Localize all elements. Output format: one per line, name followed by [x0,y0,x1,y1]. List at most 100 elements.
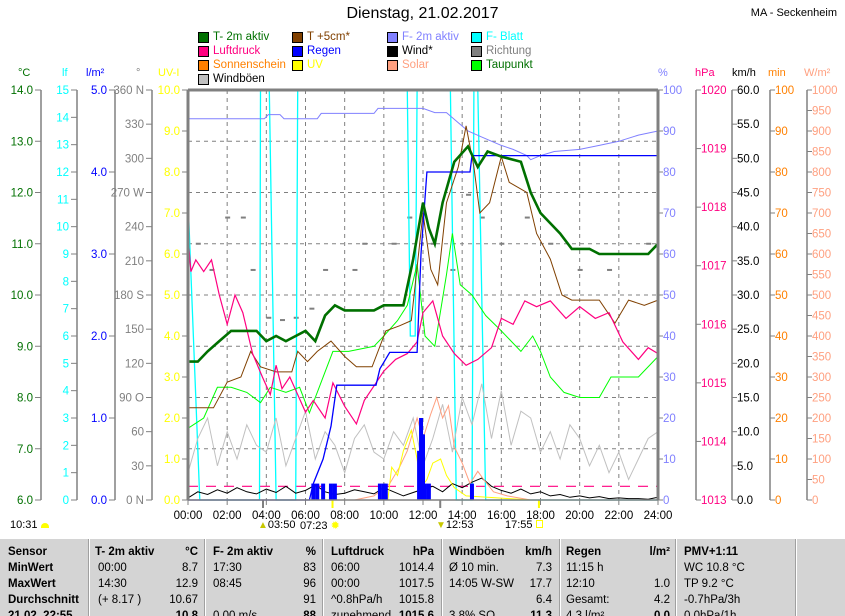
series-t-5cm- [188,125,659,409]
axis-solar-tick-label: 50 [812,475,825,487]
wind-direction-mark [407,216,413,219]
table-cell: WC 10.8 °C [684,562,745,574]
axis-leaf-tick-label: 10 [56,222,69,234]
legend-label: Wind* [402,45,433,57]
axis-uv-tick-label: 6.0 [164,249,180,261]
wind-direction-mark [266,316,272,319]
axis-temp-tick-label: 9.0 [17,341,33,353]
legend-label: Taupunkt [486,59,533,71]
axis-hum-tick-label: 70 [663,208,676,220]
axis-dir-tick-label: 150 [125,324,144,336]
series-regen [188,154,658,501]
axis-sunmin-tick-label: 60 [775,249,788,261]
wind-direction-mark [362,242,368,245]
legend-item: Luftdruck [198,45,260,57]
axis-leaf-tick-label: 11 [57,194,69,206]
wind-direction-mark [195,242,201,245]
axis-solar-tick-label: 100 [812,454,831,466]
legend-swatch [198,45,209,57]
axis-leaf-tick-label: 0 [63,495,69,507]
table-cell: 4.2 [654,594,670,606]
axis-rain-tick-label: 5.0 [91,85,107,97]
axis-dir-tick-label: 300 [125,153,144,165]
axis-dir-tick-label: 120 [125,358,144,370]
axis-uv-tick-label: 3.0 [164,372,180,384]
table-cell: 21.02. 22:55 [8,610,73,616]
axis-unit-wind: km/h [732,67,756,79]
axis-dir-tick-label: 240 [125,222,144,234]
axis-unit-solar: W/m² [804,67,831,79]
axis-sunmin-tick-label: 40 [775,331,788,343]
table-cell: km/h [525,546,552,558]
axis-solar-tick-label: 950 [812,106,831,118]
table-cell: 00:00 [331,578,360,590]
axis-temp-tick-label: 13.0 [11,136,33,148]
axis-hum-tick-label: 100 [663,85,682,97]
axis-leaf-tick-label: 9 [63,249,69,261]
table-cell: 00:00 [98,562,127,574]
legend-swatch [471,45,482,57]
axis-wind-tick-label: 20.0 [737,358,759,370]
table-cell: 83 [303,562,316,574]
legend-swatch [198,73,209,85]
rain-bar [321,483,326,500]
table-cell: 88 [303,610,316,616]
table-cell: 08:45 [213,578,242,590]
axis-temp-tick-label: 6.0 [17,495,33,507]
table-column-separator [204,539,206,616]
x-tick-label: 18:00 [526,510,555,522]
table-column-separator [441,539,443,616]
table-cell: 0.00 m/s [213,610,258,616]
axis-press-tick-label: 1019 [701,144,727,156]
moonset-time: 12:53 [445,519,474,531]
legend-item: Richtung [471,45,531,57]
wind-direction-mark [607,268,613,271]
axis-leaf-tick-label: 15 [56,85,69,97]
axis-press-tick-label: 1017 [701,261,727,273]
table-cell: (+ 8.17 ) [98,594,142,606]
table-cell: 4.3 l/m² [566,610,605,616]
wind-direction-mark [524,216,530,219]
axis-rain-tick-label: 4.0 [91,167,107,179]
sunset-time: 17:55 [505,519,533,531]
table-cell: Sensor [8,546,47,558]
table-cell: zunehmend [331,610,392,616]
table-cell: TP 9.2 °C [684,578,734,590]
axis-unit-rain: l/m² [86,67,105,79]
wind-direction-mark [352,268,358,271]
page-title: Dienstag, 21.02.2017 [346,5,499,22]
table-column-separator [322,539,324,616]
legend-swatch [387,31,398,43]
table-cell: 91 [303,594,316,606]
axis-leaf-tick-label: 1 [63,468,69,480]
axis-hum-tick-label: 10 [663,454,676,466]
axis-unit-press: hPa [695,67,715,79]
table-cell: 14:30 [98,578,127,590]
axis-solar-tick-label: 800 [812,167,831,179]
axis-press-tick-label: 1015 [701,378,727,390]
rain-bar [383,483,388,500]
legend-swatch [292,31,303,43]
axis-solar-tick-label: 600 [812,249,831,261]
axis-press-tick-label: 1013 [701,495,727,507]
table-cell: Regen [566,546,602,558]
rain-bar [421,434,425,500]
axis-uv-tick-label: 9.0 [164,126,180,138]
axis-hum-tick-label: 30 [663,372,676,384]
axis-dir-tick-label: 360 N [113,85,144,97]
weather-chart: 6.07.08.09.010.011.012.013.014.001234567… [11,85,838,522]
legend-item: F- 2m aktiv [387,31,459,43]
table-cell: Ø 10 min. [449,562,499,574]
table-cell: 06:00 [331,562,360,574]
axis-unit-sunmin: min [768,67,786,79]
axis-rain-tick-label: 2.0 [91,331,107,343]
table-cell: -0.7hPa/3h [684,594,741,606]
axis-uv-tick-label: 8.0 [164,167,180,179]
axis-temp-tick-label: 7.0 [17,444,33,456]
table-cell: T- 2m aktiv [95,546,155,558]
table-cell: 11.3 [530,610,552,616]
legend-item: UV [292,59,323,71]
legend-item: F- Blatt [471,31,523,43]
station-name: MA - Seckenheim [750,7,837,19]
axis-solar-tick-label: 400 [812,331,831,343]
